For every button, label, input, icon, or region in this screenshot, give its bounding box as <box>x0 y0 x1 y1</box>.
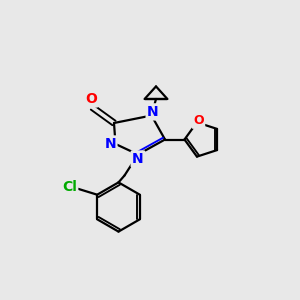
Text: Cl: Cl <box>62 180 77 194</box>
Text: O: O <box>193 114 204 128</box>
Text: N: N <box>132 152 144 166</box>
Text: N: N <box>147 105 159 119</box>
Text: N: N <box>104 137 116 151</box>
Text: O: O <box>85 92 97 106</box>
